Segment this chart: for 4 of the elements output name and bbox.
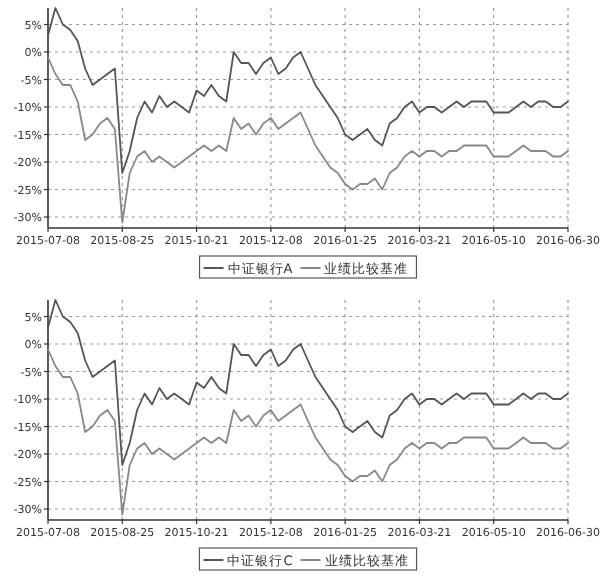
line-series: [47, 348, 569, 516]
line-series: [47, 299, 569, 466]
line-series: [47, 7, 569, 174]
line-series: [47, 56, 569, 224]
